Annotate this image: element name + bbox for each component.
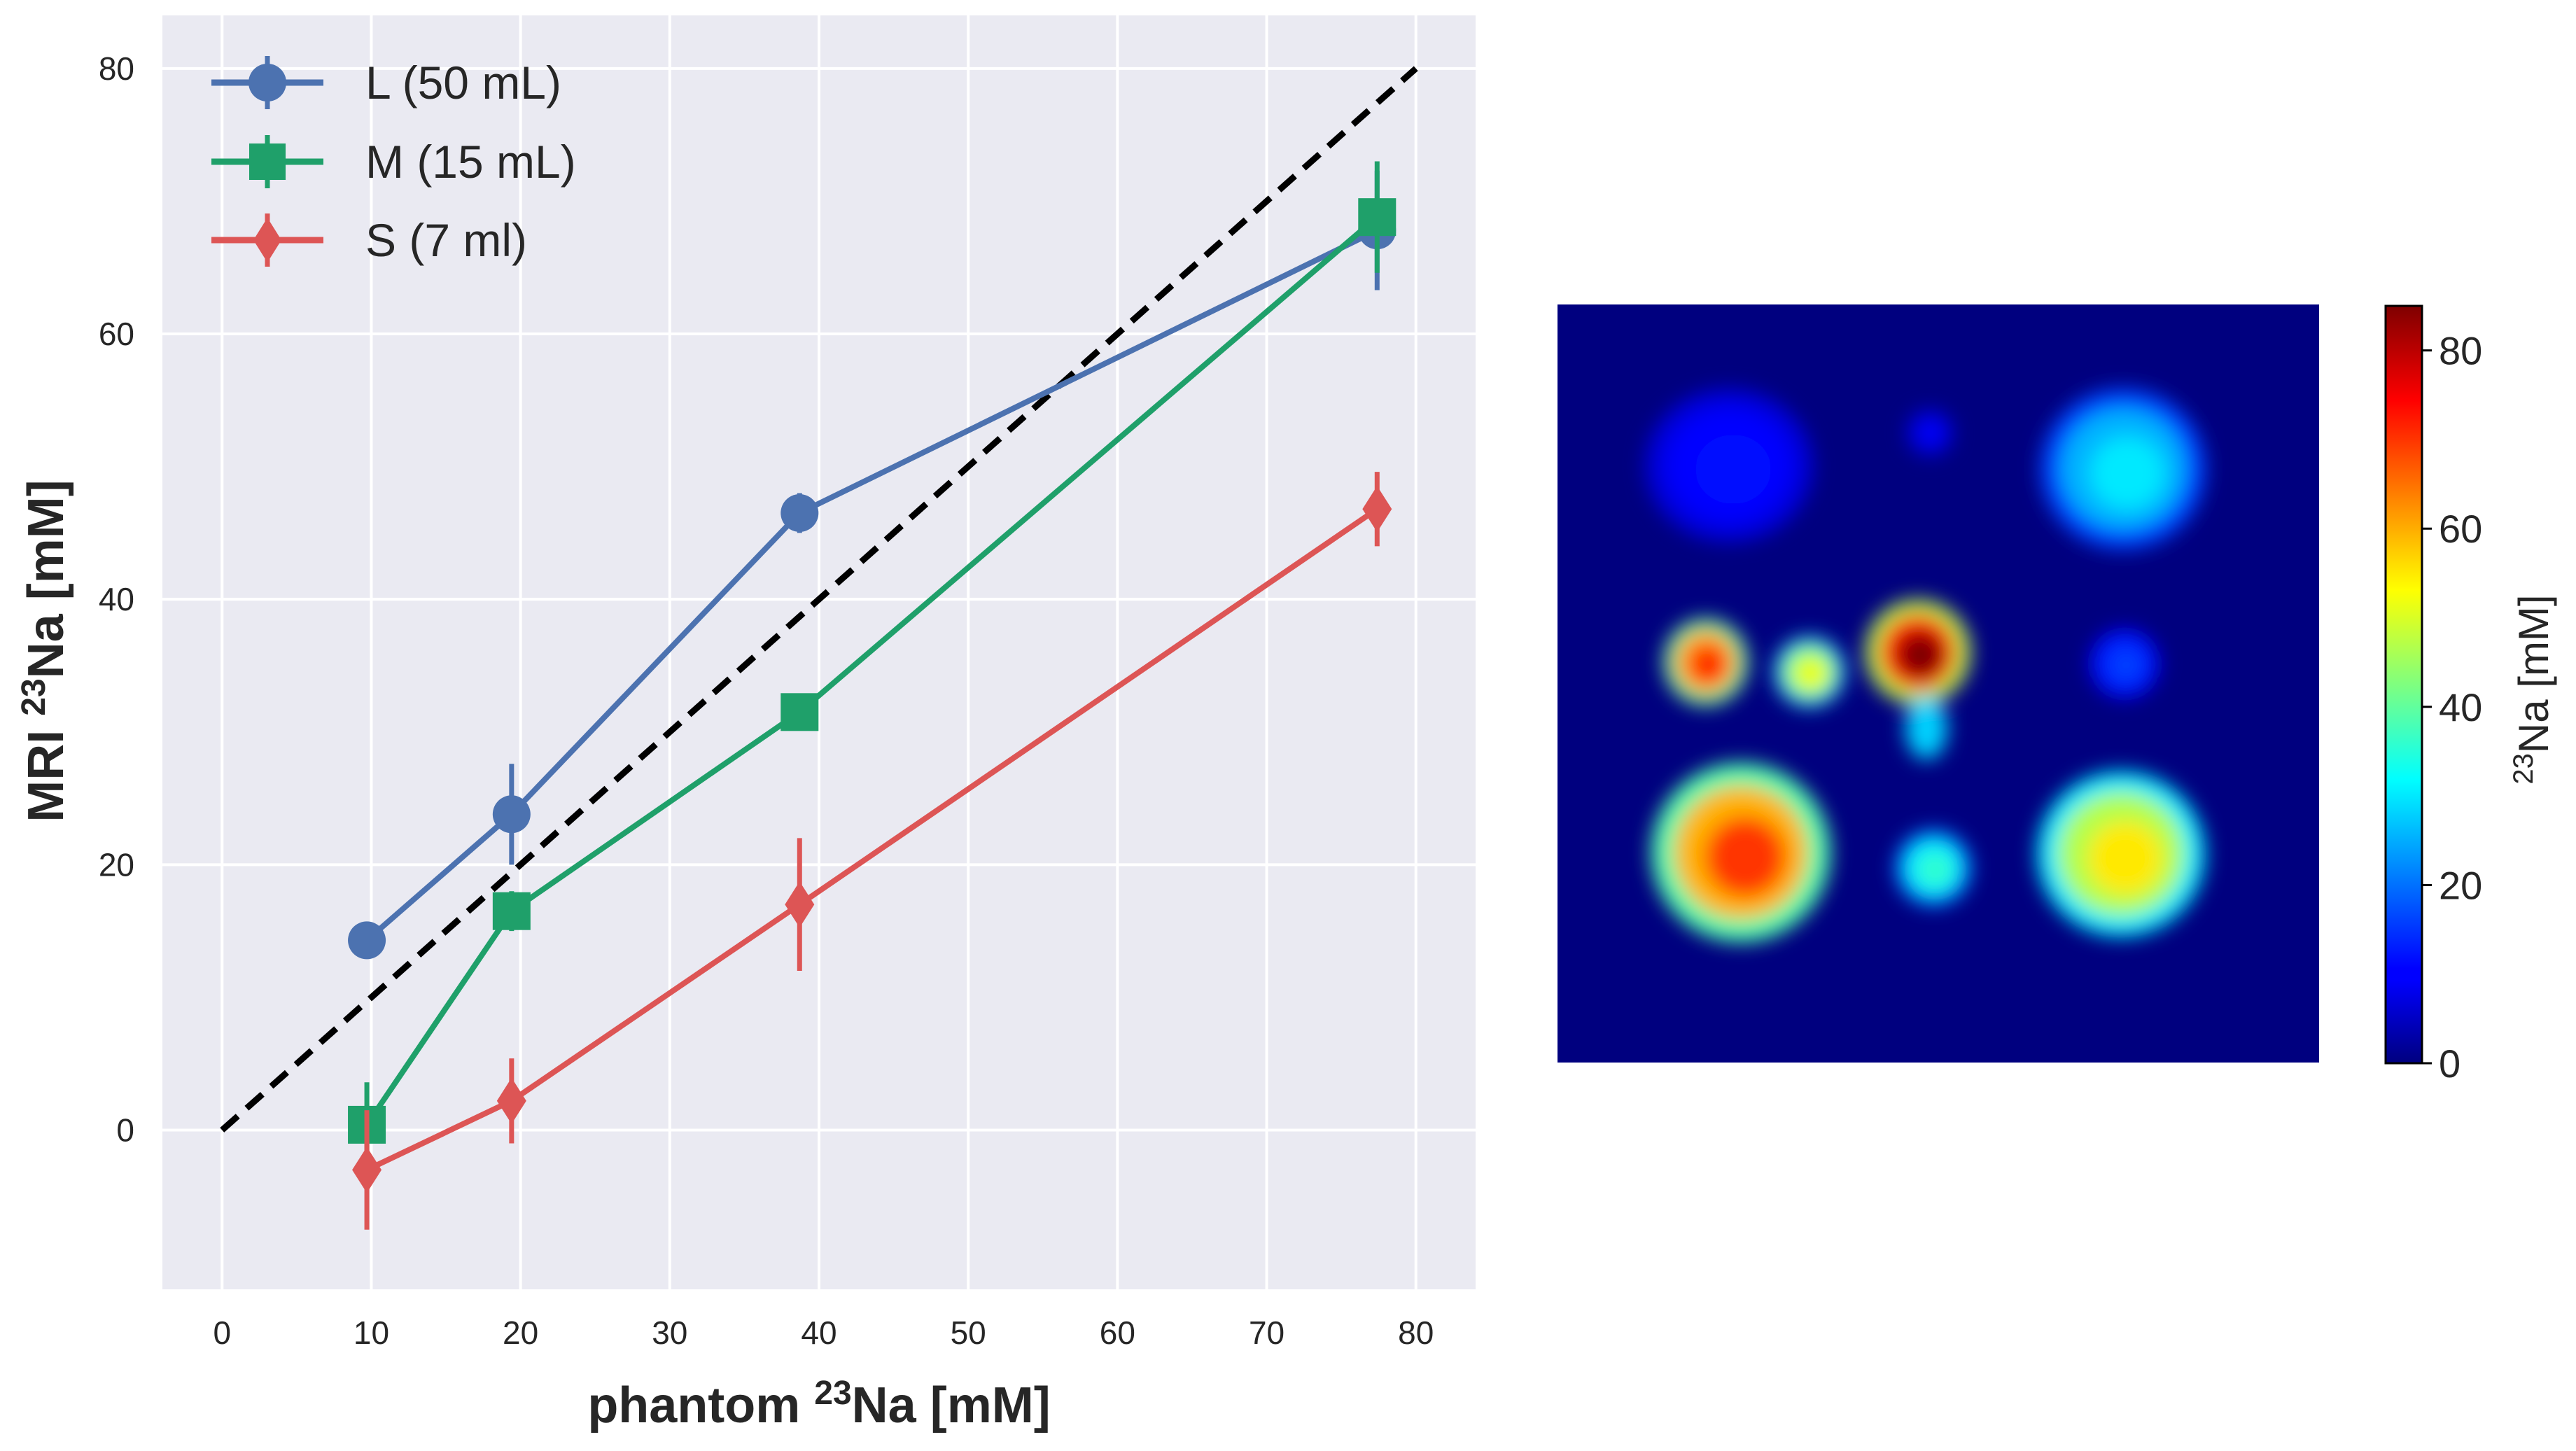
x-axis-title: phantom 23Na [mM] <box>587 1375 1050 1434</box>
y-tick-labels: 0 20 40 60 80 <box>99 50 134 1149</box>
y-tick-label: 20 <box>99 846 134 883</box>
x-tick-label: 60 <box>1100 1315 1135 1351</box>
colorbar-ticks: 0 20 40 60 80 <box>2422 329 2482 1086</box>
y-tick-label: 0 <box>116 1112 134 1149</box>
grid-lines <box>162 15 1476 1289</box>
legend-label-m: M (15 mL) <box>365 136 576 188</box>
colorbar-tick-label: 0 <box>2439 1042 2460 1086</box>
series-layer <box>348 161 1396 1230</box>
data-point <box>496 1077 526 1124</box>
colorbar-tick-label: 80 <box>2439 329 2482 373</box>
data-point <box>492 795 531 834</box>
heatmap-blob-core <box>2090 437 2164 510</box>
heatmap-blob-core <box>1695 435 1771 504</box>
x-tick-labels: 0 10 20 30 40 50 60 70 80 <box>213 1315 1434 1351</box>
x-tick-label: 70 <box>1249 1315 1284 1351</box>
data-point <box>352 1147 382 1193</box>
heatmap-blob-core <box>1795 658 1827 689</box>
x-tick-label: 0 <box>213 1315 231 1351</box>
series-line <box>365 506 1379 1172</box>
data-point <box>348 921 386 960</box>
colorbar-tick-label: 40 <box>2439 685 2482 729</box>
x-tick-label: 40 <box>801 1315 836 1351</box>
heatmap-blob-core <box>1689 645 1727 684</box>
heatmap-panel: 0 20 40 60 80 23Na [mM] <box>1558 304 2557 1086</box>
data-point <box>780 693 819 731</box>
x-tick-label: 20 <box>503 1315 538 1351</box>
series-line <box>364 215 1379 1127</box>
y-tick-label: 60 <box>99 316 134 352</box>
heatmap-blob-core <box>1920 423 1942 444</box>
data-point <box>492 892 531 930</box>
legend-label-s: S (7 ml) <box>365 214 527 266</box>
legend-circle-marker-icon <box>248 64 286 101</box>
identity-reference-line <box>220 66 1418 1133</box>
heatmap-blob-core <box>1897 631 1945 679</box>
legend-label-l: L (50 mL) <box>365 57 561 108</box>
data-point <box>780 493 819 532</box>
colorbar-tick-label: 60 <box>2439 507 2482 551</box>
data-point <box>1362 486 1392 533</box>
y-axis-title: MRI 23Na [mM] <box>15 479 74 822</box>
legend-entry-l: L (50 mL) <box>211 56 561 109</box>
x-tick-label: 50 <box>951 1315 986 1351</box>
legend: L (50 mL) M (15 mL) S (7 ml) <box>211 56 576 267</box>
heatmap-blob-core <box>2087 820 2163 895</box>
colorbar-title: 23Na [mM] <box>2508 594 2557 784</box>
heatmap-image <box>1558 304 2319 1063</box>
heatmap-blob-core <box>1918 853 1953 888</box>
data-point <box>785 881 815 928</box>
x-tick-label: 10 <box>354 1315 389 1351</box>
y-tick-label: 40 <box>99 581 134 617</box>
series-s <box>352 472 1392 1230</box>
legend-entry-m: M (15 mL) <box>211 135 576 188</box>
y-tick-label: 80 <box>99 50 134 87</box>
line-chart: 0 10 20 30 40 50 60 70 80 0 20 40 60 80 L (50 mL) M … <box>15 15 1476 1434</box>
x-tick-label: 80 <box>1398 1315 1434 1351</box>
heatmap-blob-core <box>2110 650 2142 681</box>
colorbar-gradient <box>2384 304 2423 1065</box>
colorbar: 0 20 40 60 80 23Na [mM] <box>2384 304 2557 1086</box>
legend-square-marker-icon <box>249 143 286 180</box>
colorbar-tick-label: 20 <box>2439 863 2482 907</box>
heatmap-blob <box>1905 696 1947 759</box>
x-tick-label: 30 <box>652 1315 687 1351</box>
heatmap-blob-core <box>1704 816 1786 897</box>
legend-entry-s: S (7 ml) <box>211 213 527 267</box>
heatmap-blobs <box>1645 388 2206 942</box>
legend-diamond-marker-icon <box>253 218 281 262</box>
data-point <box>1358 198 1396 237</box>
series-line <box>365 227 1379 943</box>
